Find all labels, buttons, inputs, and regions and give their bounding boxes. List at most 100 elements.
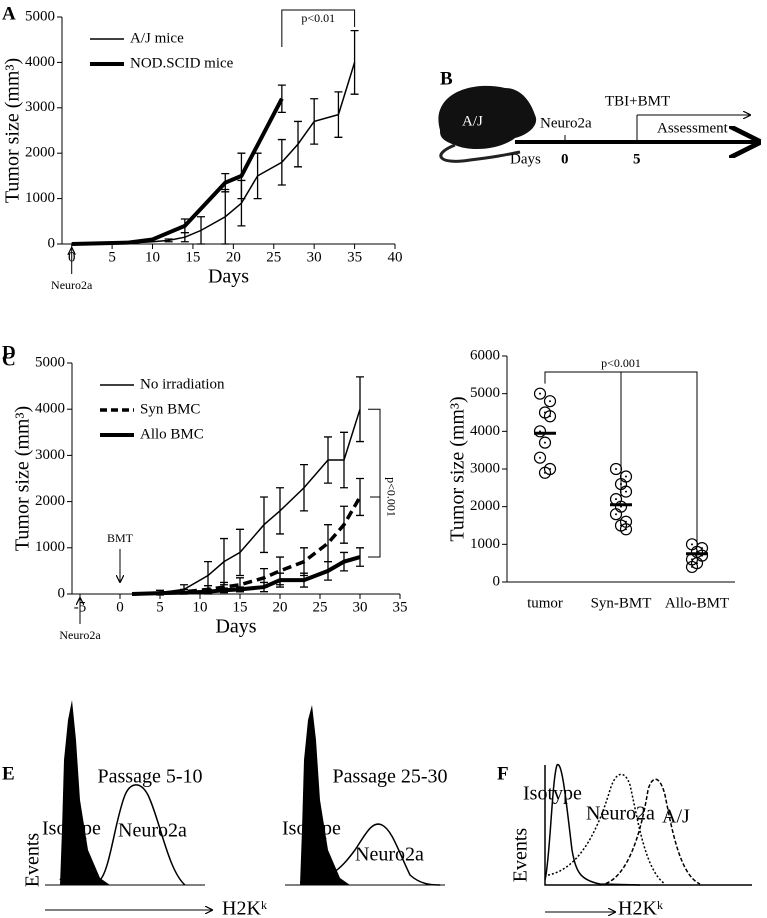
cells-label: Neuro2a	[355, 844, 424, 866]
x-tick-label: 15	[233, 599, 248, 615]
x-tick-label: 0	[116, 599, 124, 615]
error-bar	[221, 172, 230, 193]
data-point-center	[539, 392, 541, 395]
axes	[544, 765, 752, 886]
x-tick-label: 10	[193, 599, 208, 615]
error-bar	[260, 581, 268, 593]
y-axis-label: Events	[510, 828, 532, 883]
data-point-center	[549, 415, 551, 418]
error-bar	[294, 120, 303, 168]
data-point	[685, 560, 699, 574]
injection-label: Neuro2a	[540, 115, 592, 131]
error-bar	[260, 496, 268, 554]
isotype-label: Isotype	[523, 783, 582, 805]
y-tick-label: 3000	[35, 447, 65, 463]
error-bar	[237, 152, 246, 200]
data-point-center	[625, 475, 627, 478]
y-tick-label: 3000	[470, 460, 500, 476]
error-bar	[277, 138, 286, 186]
x-axis-label: Days	[208, 266, 249, 288]
y-tick-label: 2000	[470, 498, 500, 514]
legend-label: A/J mice	[130, 30, 184, 46]
aj-histogram	[599, 778, 701, 886]
data-point	[543, 395, 557, 408]
panel-label: D	[2, 342, 16, 363]
x-axis-label: Days	[215, 616, 256, 638]
panel-label: F	[497, 763, 509, 784]
significance-bracket	[544, 371, 698, 546]
y-tick-label: 1000	[25, 190, 55, 206]
error-bar	[350, 29, 359, 95]
x-axis-label: H2Kᵏ	[222, 898, 268, 918]
panel-label: C	[2, 349, 16, 370]
x-tick-label: 40	[388, 249, 403, 265]
isotype-histogram	[300, 705, 350, 885]
error-bar	[356, 547, 364, 567]
legend-label: Syn BMC	[140, 401, 200, 417]
error-bar	[164, 238, 173, 243]
error-bar	[276, 487, 284, 535]
error-bar	[356, 477, 364, 517]
day-label: 5	[633, 151, 641, 167]
error-bar	[180, 218, 189, 234]
isotype-label: Isotype	[42, 818, 101, 840]
error-bar	[277, 84, 286, 113]
error-bar	[220, 587, 228, 594]
x-tick-label: 35	[347, 249, 362, 265]
x-tick-label: 20	[273, 599, 288, 615]
x-tick-label: 25	[313, 599, 328, 615]
data-point-center	[691, 565, 693, 568]
error-bar	[334, 91, 343, 138]
y-axis-label: Tumor size (mm³)	[2, 58, 24, 203]
neuro2a-histogram	[299, 823, 441, 886]
x-tick-label: tumor	[527, 595, 563, 611]
neuro2a-histogram	[547, 773, 666, 885]
error-bar	[356, 376, 364, 443]
y-axis-label: Tumor size (mm³)	[12, 406, 34, 551]
panel-f: F Events Isotype Neuro2a A/J H2Kᵏ	[497, 763, 752, 918]
x-tick-label: 5	[108, 249, 116, 265]
mouse	[438, 85, 537, 150]
error-bar	[340, 431, 348, 489]
phase-label: Assessment	[657, 120, 729, 136]
x-axis-label: H2Kᵏ	[618, 898, 664, 918]
data-point	[538, 466, 552, 479]
significance-label: p<0.01	[301, 11, 335, 25]
data-point	[619, 523, 633, 536]
error-bar	[220, 537, 228, 586]
panel-b: B A/J Neuro2a TBI+BMT Assessment Days 0 …	[438, 68, 758, 167]
data-point	[533, 387, 547, 400]
series-line	[131, 555, 361, 596]
error-bar	[204, 588, 212, 595]
error-bar	[236, 528, 244, 577]
panel-label: A	[2, 3, 16, 24]
x-tick-label: 25	[266, 249, 281, 265]
error-bar	[300, 463, 308, 512]
x-tick-label: Allo-BMT	[665, 595, 729, 611]
histogram-title: Passage 25-30	[333, 766, 448, 788]
data-point	[543, 410, 557, 423]
panel-label: E	[2, 763, 15, 784]
x-tick-label: 30	[353, 599, 368, 615]
data-point	[533, 425, 547, 438]
y-tick-label: 5000	[35, 354, 65, 370]
strain-label: A/J	[662, 806, 690, 828]
panel-label: B	[440, 68, 453, 89]
x-tick-label: 20	[226, 249, 241, 265]
y-tick-label: 6000	[470, 347, 500, 363]
data-point	[538, 436, 552, 449]
significance-bracket	[281, 9, 356, 47]
day-label: 0	[561, 151, 569, 167]
data-point-center	[615, 468, 617, 470]
isotype-histogram	[544, 764, 641, 886]
error-bar	[236, 586, 244, 593]
data-point-center	[539, 456, 541, 459]
error-bar	[253, 152, 262, 200]
significance-label: p<0.001	[384, 477, 398, 517]
histogram-title: Passage 5-10	[98, 766, 203, 788]
event-label: Neuro2a	[51, 278, 93, 292]
y-tick-label: 0	[58, 585, 66, 601]
y-tick-label: 1000	[35, 539, 65, 555]
data-point-center	[615, 498, 617, 501]
